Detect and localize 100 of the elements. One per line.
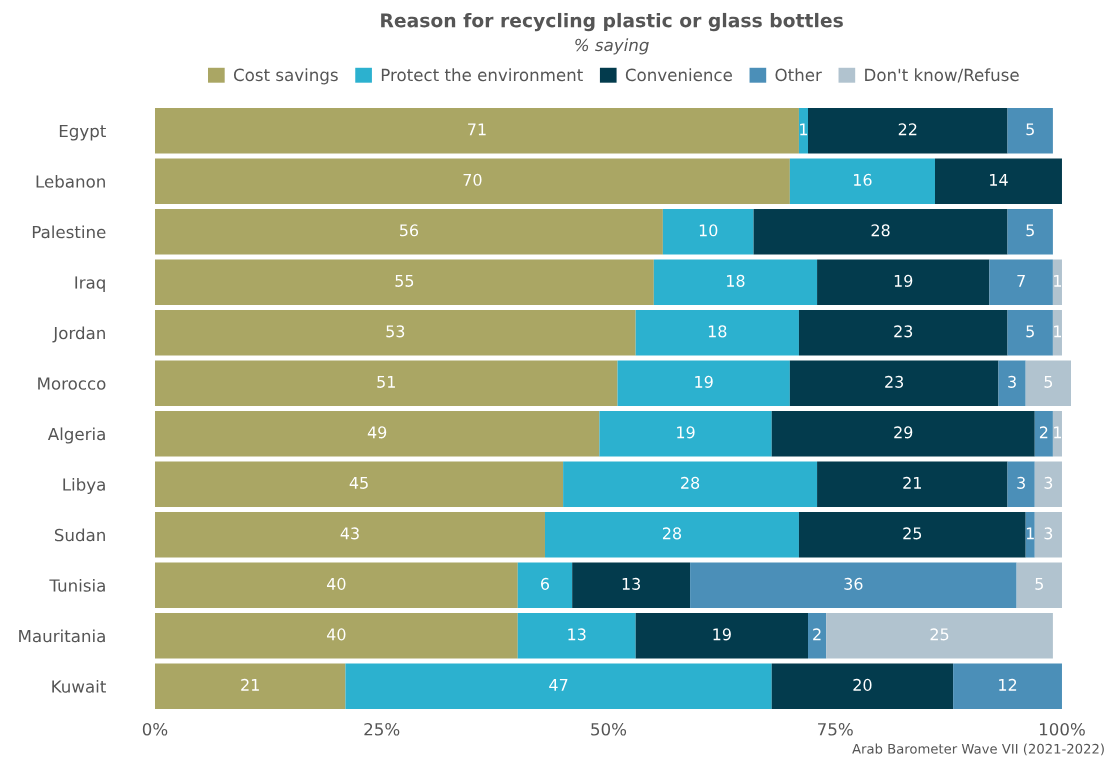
data-label: 19 [695, 375, 713, 388]
data-label: 53 [386, 325, 405, 338]
bar [808, 108, 1008, 154]
data-label: 47 [549, 679, 568, 691]
data-label: 2 [1039, 426, 1048, 439]
data-label: 19 [713, 628, 731, 641]
data-label: 43 [340, 527, 359, 540]
data-label: 23 [885, 375, 904, 388]
data-label: 13 [622, 577, 641, 590]
bar [1052, 310, 1062, 356]
data-label: 21 [241, 678, 259, 691]
bar [154, 562, 518, 608]
data-label: 25 [903, 527, 922, 540]
data-label: 16 [854, 173, 872, 186]
bar [1025, 512, 1035, 558]
bar [1007, 108, 1053, 154]
data-label: 1 [800, 123, 808, 136]
data-label: 36 [844, 577, 863, 590]
data-label: 5 [1044, 376, 1053, 388]
data-label: 21 [903, 476, 921, 489]
y-tick-label: Morocco [38, 377, 106, 390]
bar [808, 613, 827, 659]
bar [563, 461, 818, 507]
bar [934, 158, 1062, 204]
text: Arab Barometer Wave VII (2021-2022) [852, 743, 1104, 756]
y-tick-label: Tunisia [49, 578, 105, 592]
data-label: 14 [990, 173, 1008, 186]
data-label: 7 [1017, 275, 1025, 287]
bar [154, 613, 518, 659]
data-label: 18 [708, 325, 727, 338]
data-label: 23 [894, 325, 913, 338]
bar [1007, 461, 1035, 507]
chart-title: Reason for recycling plastic or glass bottles [381, 12, 843, 32]
bar [154, 663, 346, 710]
data-label: 51 [377, 376, 395, 388]
data-label: 13 [568, 628, 586, 641]
bar [635, 613, 809, 659]
data-label: 28 [662, 527, 682, 540]
data-label: 45 [349, 477, 368, 489]
bar [817, 259, 990, 305]
data-label: 3 [1008, 375, 1016, 388]
bar [1007, 209, 1053, 255]
x-tick-label: 0% [142, 722, 168, 736]
data-label: 29 [894, 426, 913, 439]
bar [771, 663, 954, 710]
y-tick-label: Mauritania [19, 629, 105, 643]
bar [953, 663, 1062, 710]
bar [154, 108, 799, 154]
bar [1034, 461, 1062, 507]
data-label: 19 [894, 274, 913, 287]
data-label: 19 [677, 426, 695, 439]
bar [826, 613, 1053, 659]
data-label: 3 [1044, 476, 1053, 489]
data-label: 3 [1044, 527, 1053, 540]
data-label: 3 [1017, 476, 1025, 489]
data-label: 28 [871, 224, 890, 237]
chart-subtitle: % saying [575, 38, 649, 55]
data-label: 71 [468, 123, 486, 136]
data-label: 40 [326, 628, 346, 641]
data-label: 18 [727, 274, 745, 287]
bar [635, 310, 799, 356]
bar [690, 562, 1017, 608]
bar [599, 411, 772, 457]
data-label: 6 [541, 577, 550, 590]
bar [154, 259, 654, 305]
bar [154, 310, 636, 356]
x-tick-label: 75% [818, 722, 853, 736]
data-label: 5 [1026, 123, 1034, 136]
y-tick-label: Palestine [32, 225, 106, 239]
data-label: 56 [399, 224, 419, 237]
bar [544, 512, 799, 558]
data-label: 2 [813, 628, 821, 641]
data-label: 22 [898, 123, 917, 136]
data-label: 5 [1026, 224, 1034, 237]
x-tick-label: 25% [364, 722, 400, 736]
bar [798, 310, 1008, 356]
bar [653, 259, 818, 305]
bar [1052, 411, 1062, 457]
legend-label: Protect the environment [381, 68, 583, 82]
bar [154, 158, 790, 204]
data-label: 1 [1054, 275, 1062, 287]
y-tick-label: Jordan [52, 326, 105, 343]
legend-label: Convenience [625, 68, 732, 82]
y-tick-label: Egypt [59, 124, 106, 141]
data-label: 1 [1054, 325, 1062, 338]
bar [798, 512, 1026, 558]
bar [1025, 360, 1072, 406]
bar [1052, 259, 1062, 305]
bar [154, 461, 564, 507]
data-label: 40 [326, 577, 346, 590]
data-label: 25 [930, 628, 949, 641]
bar [989, 259, 1053, 305]
bar [789, 360, 999, 406]
y-tick-label: Algeria [47, 427, 105, 444]
bar [789, 158, 935, 204]
bar [154, 512, 545, 558]
data-label: 20 [853, 678, 872, 691]
bar [1034, 512, 1062, 558]
x-tick-label: 100% [1039, 722, 1085, 736]
bar [617, 360, 790, 406]
